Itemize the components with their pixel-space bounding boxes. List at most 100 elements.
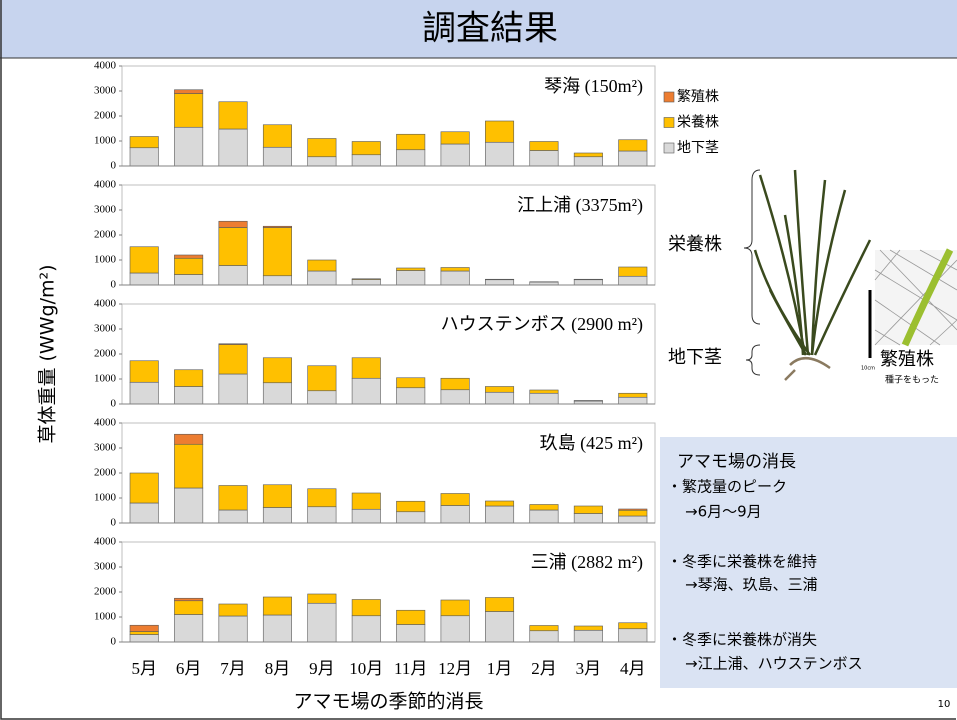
title-bar [0,0,957,58]
bar [573,152,603,158]
bar [262,382,292,405]
bar [396,511,426,524]
bar [396,500,426,513]
brace [745,344,761,376]
bar [174,369,204,387]
bar [396,267,426,271]
chart-title: 江上浦 (3375m²) [517,195,643,216]
note-point: ・繁茂量のピーク [667,478,787,496]
figure-label: 繁殖株 [880,348,934,370]
bar [485,279,515,286]
legend-label: 繁殖株 [677,88,719,105]
bar [485,611,515,643]
bar [351,615,381,643]
chart-title: 玖島 (425 m²) [540,433,643,454]
bar [529,150,559,167]
x-tick-label: 1月 [487,659,513,678]
legend-label: 地下茎 [677,140,719,156]
y-tick-label: 3000 [94,442,117,454]
note-point: ・冬季に栄養株を維持 [667,553,817,571]
bar [262,484,292,508]
bar [129,147,159,167]
bar [618,628,648,643]
y-tick-label: 0 [111,398,117,410]
bar [262,227,292,277]
figure-caption: 種子をもった [885,375,939,386]
x-tick-label: 11月 [394,659,427,678]
bar [618,515,648,524]
x-tick-label: 12月 [438,659,472,678]
bar [262,614,292,643]
bar [218,227,248,266]
chart-title: 琴海 (150m²) [544,76,643,97]
bar [174,93,204,128]
bar [218,344,248,375]
bar [129,381,159,405]
bar [174,257,204,275]
chart-title: ハウステンボス (2900 m²) [441,314,643,335]
bar [174,89,204,94]
bar [129,631,159,635]
bar [618,392,648,398]
slide-title: 調査結果 [422,9,558,49]
bar [174,597,204,602]
bar [218,343,248,345]
bar [129,360,159,383]
bar [174,487,204,524]
bar [396,149,426,167]
chart-title: 三浦 (2882 m²) [531,552,643,573]
bar [218,615,248,643]
legend-swatch [663,142,675,154]
y-tick-label: 0 [111,636,117,648]
bar [485,505,515,524]
x-tick-label: 6月 [176,659,202,678]
bar [529,625,559,632]
bar [485,120,515,143]
scale-label: 10cm [861,366,875,372]
bar [174,443,204,489]
bar [307,488,337,508]
bar [618,150,648,167]
x-axis-label: アマモ場の季節的消長 [293,691,483,713]
y-tick-label: 2000 [94,229,117,241]
notes-heading: アマモ場の消長 [677,452,796,472]
bar [485,500,515,507]
bar [262,225,292,228]
note-result: →琴海、玖島、三浦 [685,576,818,594]
notes-box [660,437,957,688]
bar [129,246,159,274]
bar [618,508,648,511]
bar [573,505,603,514]
bar [440,493,470,506]
bar [573,156,603,167]
bar [351,377,381,405]
bar [307,390,337,405]
note-point: ・冬季に栄養株が消失 [667,631,817,649]
y-tick-label: 1000 [94,611,117,623]
bar [262,275,292,286]
note-result: →江上浦、ハウステンボス [685,655,863,673]
bar [440,267,470,272]
y-tick-label: 4000 [94,417,117,429]
bar [351,508,381,524]
bar [485,597,515,612]
bar [307,138,337,158]
page-number: 10 [938,699,951,710]
bar [129,136,159,149]
bar [396,377,426,389]
bar [218,485,248,511]
bar [529,392,559,405]
y-tick-label: 3000 [94,85,117,97]
bar [262,124,292,148]
bar [174,254,204,259]
note-result: →6月〜9月 [685,503,762,521]
bar [618,509,648,517]
bar [351,357,381,379]
bar [307,156,337,167]
y-tick-label: 2000 [94,110,117,122]
y-tick-label: 2000 [94,467,117,479]
bar [573,400,603,402]
